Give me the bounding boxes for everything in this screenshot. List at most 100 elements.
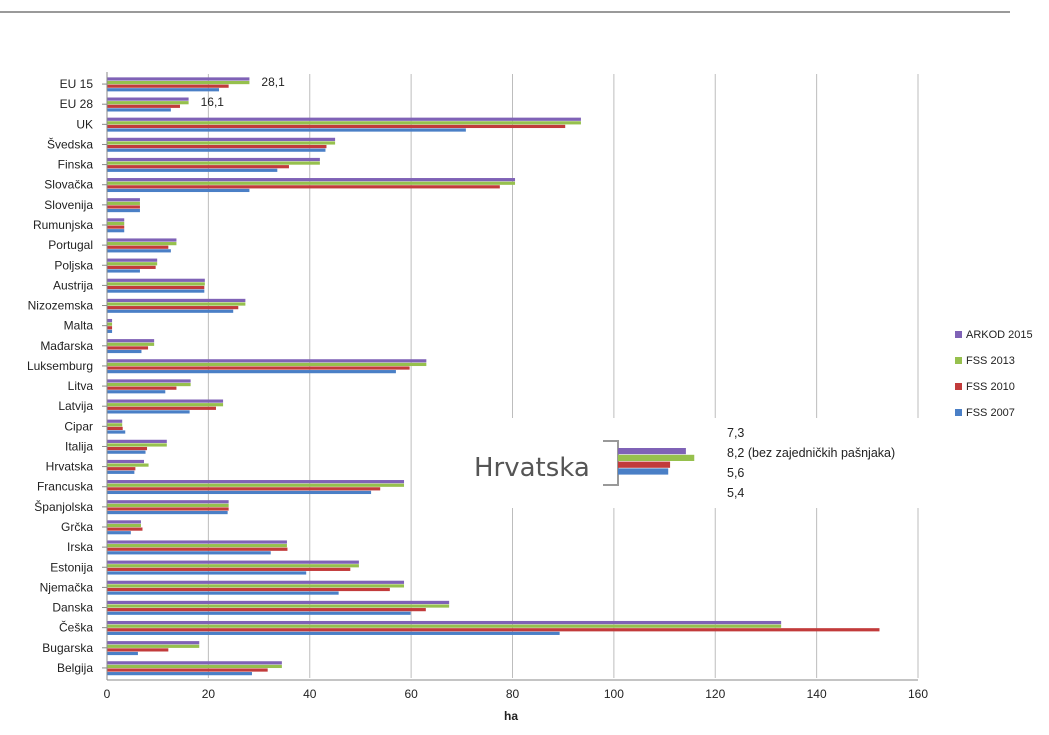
bar-fss-2010	[107, 648, 169, 652]
bar-fss-2013	[107, 503, 229, 507]
bar-fss-2010	[107, 165, 289, 169]
bar-arkod-2015	[107, 560, 359, 564]
bar-fss-2007	[107, 249, 171, 253]
bar-fss-2007	[107, 651, 138, 656]
x-tick-labels: 0 20 40 60 80 100 120 140 160	[104, 687, 929, 701]
bar-fss-2010	[107, 84, 229, 88]
legend-swatch	[955, 331, 962, 338]
bar-fss-2007	[107, 571, 307, 575]
x-tick-label: 160	[908, 687, 928, 701]
bar-fss-2010	[107, 366, 410, 370]
bar-arkod-2015	[107, 641, 200, 645]
bar-arkod-2015	[107, 298, 246, 303]
bar-fss-2013	[107, 342, 155, 346]
bar-fss-2010	[107, 467, 136, 471]
x-tick-label: 20	[202, 687, 216, 701]
category-label: Poljska	[54, 258, 93, 272]
legend-label: FSS 2010	[966, 381, 1015, 393]
bar-fss-2007	[107, 531, 131, 535]
category-label: Latvija	[58, 399, 93, 413]
bar-fss-2013	[107, 141, 336, 145]
bar-fss-2007	[107, 269, 140, 273]
category-label: Danska	[52, 601, 93, 615]
legend-label: FSS 2013	[966, 355, 1015, 367]
bar-arkod-2015	[107, 258, 158, 262]
bar-fss-2013	[107, 161, 320, 165]
bar-fss-2007	[107, 188, 250, 193]
legend-label: FSS 2007	[966, 407, 1015, 419]
category-label: Estonija	[50, 560, 93, 574]
bar-arkod-2015	[107, 600, 450, 605]
bar-arkod-2015	[107, 620, 782, 625]
bar-arkod-2015	[107, 218, 125, 222]
bar-fss-2010	[107, 306, 239, 310]
category-label: Belgija	[57, 661, 93, 675]
bar-fss-2013	[107, 262, 158, 266]
category-label: Španjolska	[34, 499, 93, 514]
category-label: Cipar	[64, 419, 93, 433]
bar-arkod-2015	[107, 399, 224, 403]
legend-swatch	[955, 409, 962, 416]
bar-fss-2013	[107, 664, 282, 669]
bar-arkod-2015	[107, 439, 167, 443]
category-label: Mađarska	[40, 339, 93, 353]
bar-fss-2007	[107, 128, 466, 132]
bar-arkod-2015	[107, 459, 145, 464]
bar-fss-2013	[107, 463, 149, 467]
bar-fss-2007	[107, 148, 326, 152]
bar-arkod-2015	[107, 540, 287, 544]
bar-fss-2013	[107, 523, 141, 528]
bar-fss-2007	[107, 631, 560, 635]
x-tick-label: 40	[303, 687, 317, 701]
bar-arkod-2015	[107, 500, 229, 504]
category-label: Bugarska	[42, 641, 93, 655]
bar-fss-2010	[107, 487, 381, 491]
inset-title: Hrvatska	[474, 453, 590, 483]
bar-arkod-2015	[107, 137, 336, 141]
legend: ARKOD 2015 FSS 2013 FSS 2010 FSS 2007	[955, 329, 1033, 419]
bar-fss-2007	[107, 672, 252, 676]
bar-fss-2007	[107, 349, 142, 354]
bar-arkod-2015	[107, 580, 405, 584]
bar-fss-2010	[107, 205, 140, 209]
bar-fss-2010	[107, 406, 216, 410]
bar-fss-2010	[107, 185, 500, 189]
bar-fss-2010	[107, 547, 288, 551]
bar-arkod-2015	[107, 178, 516, 182]
category-label: Austrija	[53, 278, 93, 292]
category-label: Litva	[68, 379, 94, 393]
bar-fss-2013	[107, 181, 516, 185]
bar-fss-2007	[107, 108, 171, 112]
bar-arkod-2015	[107, 359, 427, 363]
x-tick-label: 80	[506, 687, 520, 701]
data-label: 28,1	[261, 75, 285, 89]
bar-arkod-2015	[107, 157, 320, 162]
bar-fss-2010	[107, 245, 169, 249]
bar-fss-2010	[107, 567, 351, 571]
bar-fss-2010	[107, 285, 205, 290]
bar-fss-2010	[107, 225, 125, 229]
bar-fss-2010	[107, 587, 390, 592]
bar-fss-2013	[107, 221, 125, 226]
bar-fss-2010	[107, 265, 156, 269]
category-label: Nizozemska	[28, 299, 94, 313]
category-label: Malta	[64, 319, 94, 333]
axes	[102, 72, 918, 681]
inset-value-label: 5,6	[727, 466, 744, 480]
legend-label: ARKOD 2015	[966, 329, 1033, 341]
category-label: EU 15	[60, 77, 94, 91]
bar-fss-2007	[107, 329, 113, 333]
bar-arkod-2015	[107, 77, 250, 81]
inset-bar-fss-2007	[618, 468, 669, 475]
bar-fss-2013	[107, 443, 167, 447]
category-label: Švedska	[47, 136, 93, 151]
bar-fss-2013	[107, 483, 405, 487]
inset-bar-fss-2010	[618, 461, 671, 468]
category-label: Luksemburg	[27, 359, 93, 373]
category-label: UK	[76, 117, 93, 131]
bar-arkod-2015	[107, 379, 191, 383]
category-label: EU 28	[60, 97, 94, 111]
category-label: Grčka	[61, 520, 93, 534]
bar-fss-2010	[107, 124, 566, 129]
